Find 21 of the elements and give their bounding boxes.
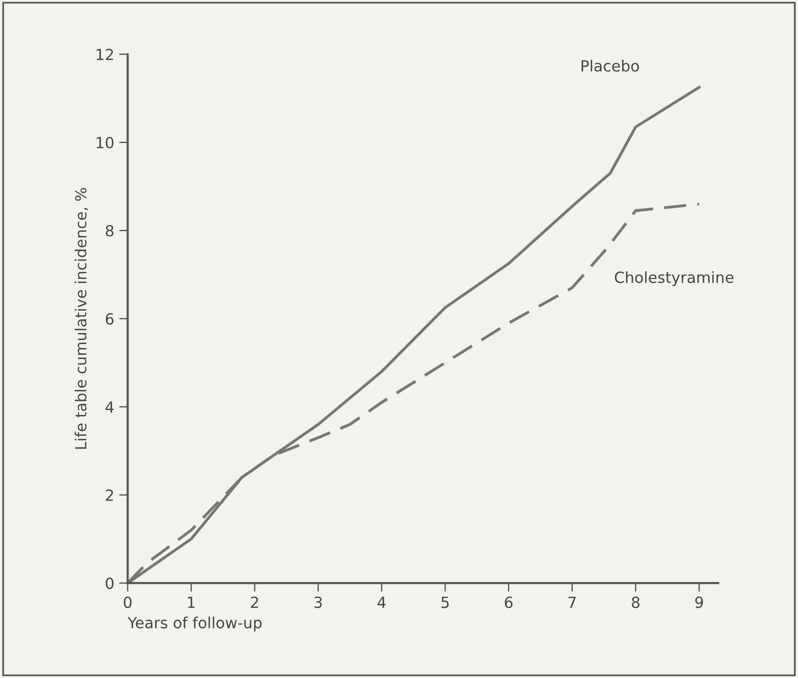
x-tick-label: 5 <box>441 596 449 608</box>
x-tick-label: 7 <box>568 596 576 608</box>
x-tick-label: 3 <box>314 596 322 608</box>
x-axis-title: Years of follow-up <box>128 616 262 632</box>
text: Placebo <box>582 60 639 72</box>
x-tick-label: 4 <box>378 596 386 608</box>
y-tick-label: 8 <box>106 224 114 237</box>
x-tick-label: 9 <box>695 596 703 608</box>
y-tick-label: 12 <box>96 48 113 60</box>
y-tick-label: 4 <box>106 401 114 413</box>
x-tick-label: 2 <box>250 596 258 608</box>
x-tick-label: 6 <box>504 596 513 608</box>
y-axis-title: Life table cumulative incidence, % <box>74 188 88 449</box>
x-tick-label: 8 <box>632 596 640 608</box>
y-tick-label: 6 <box>106 313 114 325</box>
y-tick-label: 0 <box>106 578 114 590</box>
y-tick-label: 10 <box>96 136 114 148</box>
series-label: Cholestyramine <box>614 271 734 286</box>
y-tick-label: 2 <box>106 489 113 501</box>
x-tick-label: 0 <box>124 596 132 608</box>
x-tick-label: 1 <box>188 596 195 608</box>
